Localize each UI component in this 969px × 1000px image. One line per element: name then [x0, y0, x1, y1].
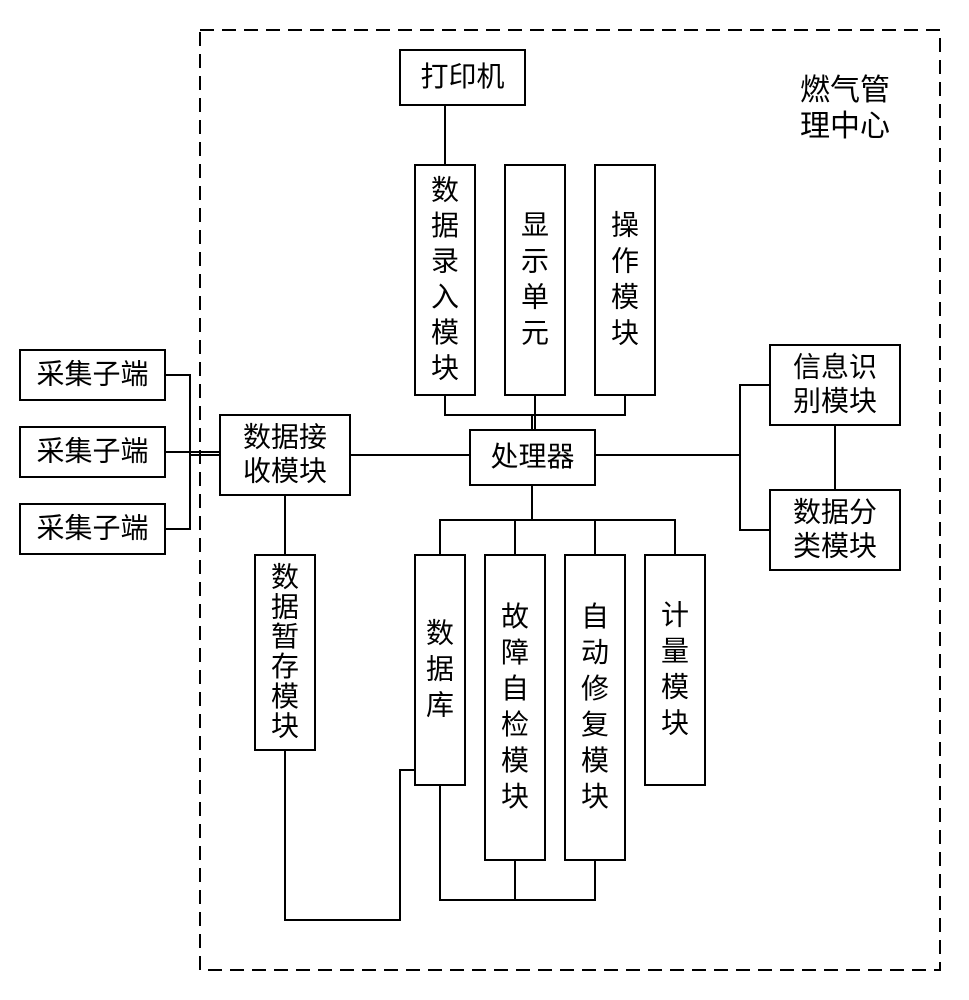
node-label-recv-l1: 收模块	[243, 456, 327, 488]
node-label-op-c0: 操	[611, 210, 639, 242]
center-title-line: 理中心	[800, 110, 890, 143]
connector-proc-meter	[532, 485, 675, 555]
connector-proc-fault	[515, 485, 532, 555]
connector-col3-recv	[165, 455, 220, 529]
node-label-entry-c2: 录	[431, 247, 459, 278]
node-label-recv-l0: 数据接	[243, 422, 327, 454]
connector-proc-classify	[740, 455, 770, 530]
connector-col1-recv	[165, 375, 220, 455]
connector-op-proc	[532, 395, 625, 430]
node-label-col2: 采集子端	[36, 436, 148, 468]
center-title-line: 燃气管	[800, 74, 890, 107]
node-label-fault-c3: 检	[501, 709, 529, 741]
node-label-repair-c2: 修	[581, 673, 609, 705]
node-label-meter-c1: 量	[661, 637, 689, 668]
node-label-printer: 打印机	[420, 61, 504, 93]
node-label-entry-c4: 模	[431, 317, 459, 349]
node-meter	[645, 555, 705, 785]
diagram-canvas: 燃气管理中心采集子端采集子端采集子端数据接收模块数据暂存模块打印机数据录入模块显…	[0, 0, 969, 1000]
node-label-meter-c0: 计	[661, 600, 689, 632]
node-label-display-c1: 示	[521, 247, 549, 278]
node-label-entry-c1: 据	[431, 210, 459, 242]
node-label-ident-l0: 信息识	[793, 352, 877, 384]
node-label-buf-c2: 暂	[271, 621, 299, 653]
node-label-buf-c0: 数	[271, 561, 299, 593]
node-label-buf-c5: 块	[271, 712, 299, 743]
node-label-entry-c0: 数	[431, 174, 459, 206]
node-label-repair-c0: 自	[581, 601, 609, 633]
node-label-meter-c2: 模	[661, 672, 689, 704]
node-label-col3: 采集子端	[36, 513, 148, 545]
node-label-classify-l1: 类模块	[793, 531, 877, 563]
node-label-proc: 处理器	[490, 441, 574, 473]
node-label-repair-c1: 动	[581, 638, 609, 669]
node-label-fault-c5: 块	[501, 782, 529, 813]
node-display	[505, 165, 565, 395]
node-label-repair-c3: 复	[581, 709, 609, 741]
node-label-fault-c2: 自	[501, 673, 529, 705]
node-label-op-c3: 块	[611, 319, 639, 350]
node-label-ident-l1: 别模块	[793, 386, 877, 418]
node-label-entry-c5: 块	[431, 354, 459, 385]
node-label-meter-c3: 块	[661, 709, 689, 740]
node-label-col1: 采集子端	[36, 359, 148, 391]
node-op	[595, 165, 655, 395]
node-label-db-c2: 库	[426, 690, 454, 722]
node-label-display-c2: 单	[521, 282, 549, 314]
node-label-db-c1: 据	[426, 654, 454, 686]
node-repair	[565, 555, 625, 860]
node-label-fault-c0: 故	[501, 601, 529, 633]
node-label-fault-c1: 障	[501, 637, 529, 669]
node-label-repair-c5: 块	[581, 782, 609, 813]
node-label-classify-l0: 数据分	[793, 497, 877, 529]
node-label-op-c2: 模	[611, 282, 639, 314]
node-label-buf-c1: 据	[271, 591, 299, 623]
connector-buf-db	[285, 750, 415, 920]
node-label-buf-c4: 模	[271, 681, 299, 713]
node-label-op-c1: 作	[611, 246, 639, 278]
node-label-entry-c3: 入	[431, 282, 459, 313]
connector-fault-repair	[515, 860, 595, 900]
node-label-db-c0: 数	[426, 618, 454, 650]
node-label-repair-c4: 模	[581, 745, 609, 777]
connector-entry-proc	[445, 395, 532, 430]
node-label-display-c3: 元	[521, 319, 549, 350]
node-label-buf-c3: 存	[271, 651, 299, 683]
node-fault	[485, 555, 545, 860]
node-label-fault-c4: 模	[501, 745, 529, 777]
node-label-display-c0: 显	[521, 211, 549, 242]
